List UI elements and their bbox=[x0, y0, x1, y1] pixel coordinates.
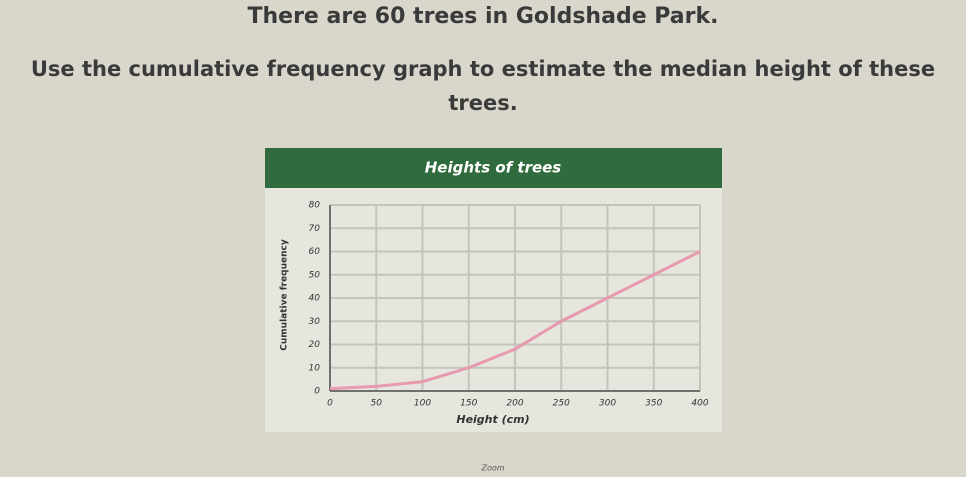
y-tick-label: 80 bbox=[309, 201, 321, 211]
x-tick-label: 150 bbox=[460, 399, 477, 409]
x-tick-label: 350 bbox=[645, 399, 662, 409]
footer: Zoom bbox=[480, 464, 504, 473]
x-tick-label: 200 bbox=[506, 399, 523, 409]
chart-title: Heights of trees bbox=[425, 159, 562, 177]
x-axis-label: Height (cm) bbox=[456, 413, 529, 426]
question-line: Use the cumulative frequency graph to es… bbox=[30, 57, 936, 115]
y-axis-label: Cumulative frequency bbox=[280, 239, 290, 351]
y-tick-label: 70 bbox=[309, 224, 321, 234]
x-tick-label: 250 bbox=[553, 399, 570, 409]
x-tick-label: 400 bbox=[691, 399, 708, 409]
x-tick-label: 300 bbox=[599, 399, 616, 409]
y-tick-label: 60 bbox=[309, 247, 321, 257]
y-tick-label: 30 bbox=[309, 317, 321, 327]
y-tick-label: 20 bbox=[309, 340, 321, 350]
y-tick-label: 40 bbox=[309, 294, 321, 304]
chart-header bbox=[265, 148, 722, 188]
x-tick-label: 0 bbox=[327, 399, 333, 409]
question-line: There are 60 trees in Goldshade Park. bbox=[247, 4, 719, 29]
y-tick-label: 0 bbox=[314, 387, 320, 397]
chart-panel bbox=[265, 148, 722, 432]
x-tick-label: 100 bbox=[414, 399, 431, 409]
y-tick-label: 50 bbox=[309, 270, 321, 280]
x-tick-label: 50 bbox=[371, 399, 383, 409]
data-line bbox=[329, 250, 701, 391]
y-tick-label: 10 bbox=[309, 363, 321, 373]
